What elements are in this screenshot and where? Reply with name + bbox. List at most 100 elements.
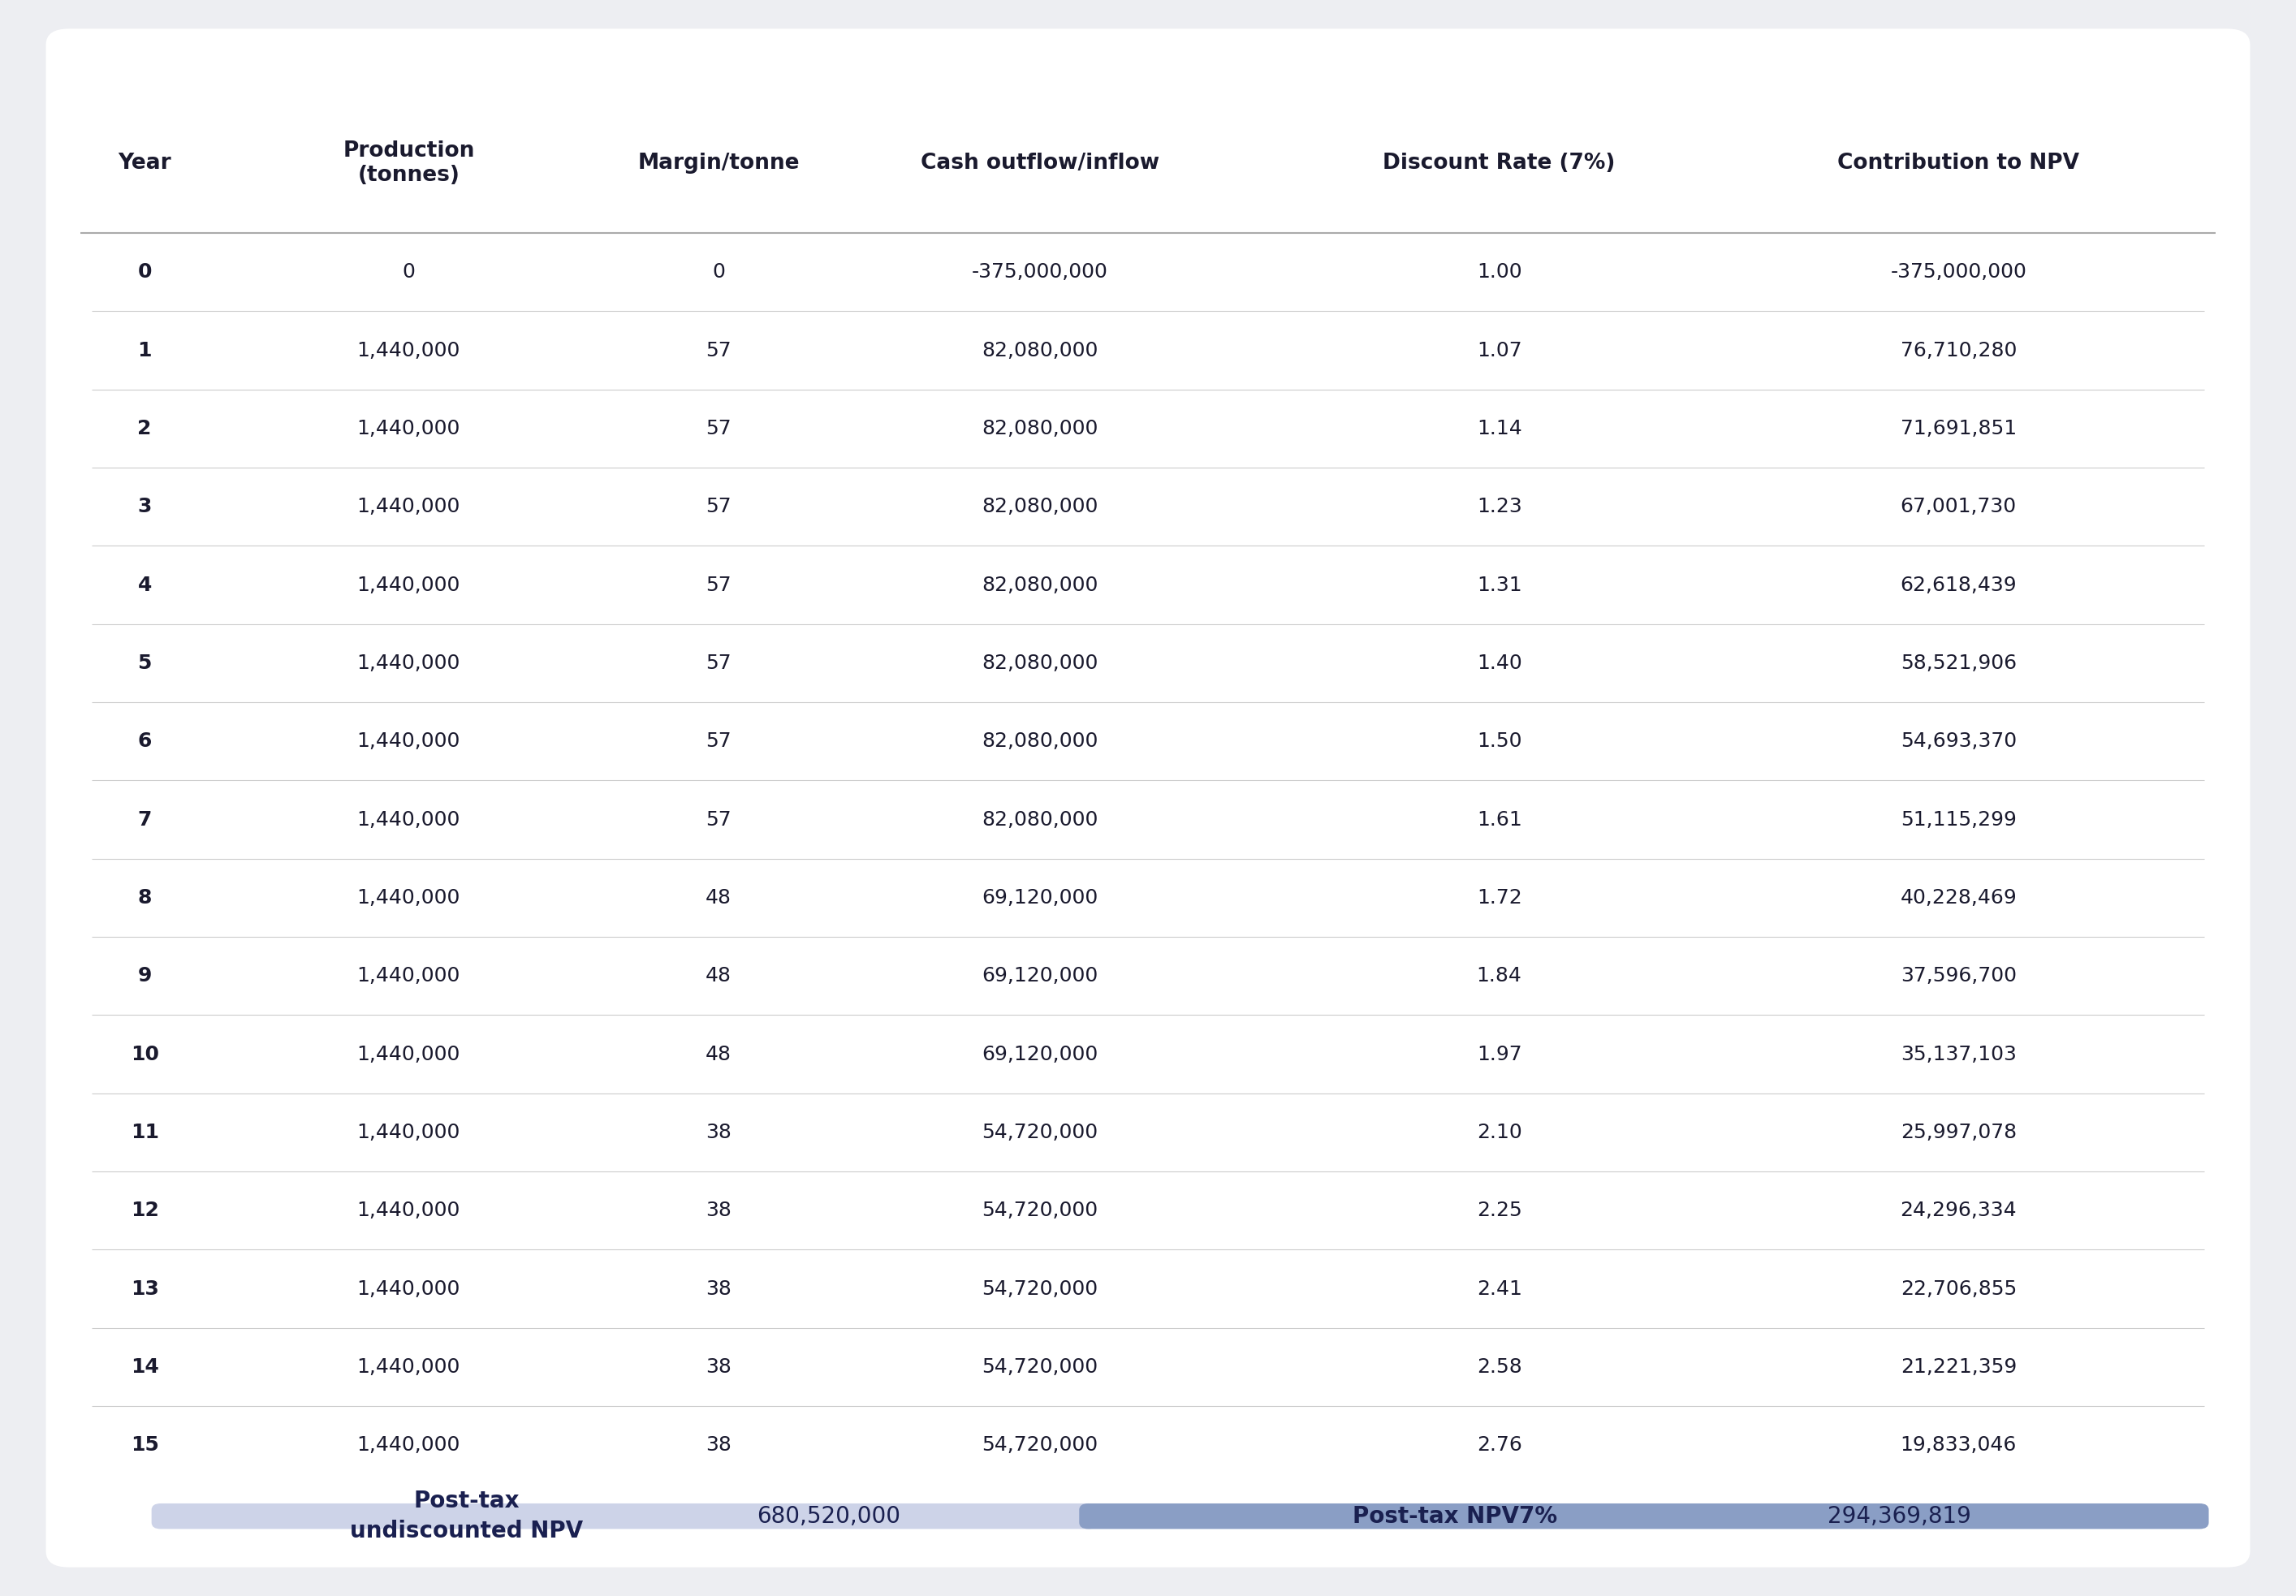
Text: 1.23: 1.23	[1476, 496, 1522, 517]
Text: 1,440,000: 1,440,000	[356, 1357, 461, 1377]
Text: 1,440,000: 1,440,000	[356, 809, 461, 830]
Text: 82,080,000: 82,080,000	[983, 653, 1097, 674]
Text: -375,000,000: -375,000,000	[1890, 262, 2027, 282]
Text: 9: 9	[138, 966, 152, 986]
Text: 0: 0	[138, 262, 152, 282]
Text: 38: 38	[705, 1200, 732, 1221]
Text: 69,120,000: 69,120,000	[983, 887, 1097, 908]
Text: 21,221,359: 21,221,359	[1901, 1357, 2016, 1377]
Text: Post-tax
undiscounted NPV: Post-tax undiscounted NPV	[351, 1491, 583, 1542]
Text: 57: 57	[705, 731, 732, 752]
Text: 1,440,000: 1,440,000	[356, 1435, 461, 1456]
Text: 0: 0	[402, 262, 416, 282]
Text: 1,440,000: 1,440,000	[356, 1122, 461, 1143]
Text: 76,710,280: 76,710,280	[1901, 340, 2016, 361]
Text: 1.40: 1.40	[1476, 653, 1522, 674]
Text: 57: 57	[705, 653, 732, 674]
Text: 82,080,000: 82,080,000	[983, 340, 1097, 361]
Text: 1,440,000: 1,440,000	[356, 1044, 461, 1065]
Text: 1.72: 1.72	[1476, 887, 1522, 908]
FancyBboxPatch shape	[1079, 1503, 2209, 1529]
Text: Margin/tonne: Margin/tonne	[638, 152, 799, 174]
Text: Production
(tonnes): Production (tonnes)	[342, 140, 475, 185]
Text: 1,440,000: 1,440,000	[356, 731, 461, 752]
Text: 38: 38	[705, 1122, 732, 1143]
Text: 22,706,855: 22,706,855	[1901, 1278, 2016, 1299]
Text: 24,296,334: 24,296,334	[1901, 1200, 2016, 1221]
Text: 1.14: 1.14	[1476, 418, 1522, 439]
Text: 57: 57	[705, 809, 732, 830]
Text: 2.10: 2.10	[1476, 1122, 1522, 1143]
Text: 1,440,000: 1,440,000	[356, 1278, 461, 1299]
Text: 1,440,000: 1,440,000	[356, 887, 461, 908]
Text: 1.07: 1.07	[1476, 340, 1522, 361]
Text: 1,440,000: 1,440,000	[356, 340, 461, 361]
Text: 57: 57	[705, 418, 732, 439]
Text: 62,618,439: 62,618,439	[1901, 575, 2016, 595]
Text: 1: 1	[138, 340, 152, 361]
Text: 54,693,370: 54,693,370	[1901, 731, 2016, 752]
Text: 57: 57	[705, 340, 732, 361]
Text: 82,080,000: 82,080,000	[983, 731, 1097, 752]
Text: 35,137,103: 35,137,103	[1901, 1044, 2016, 1065]
Text: 57: 57	[705, 575, 732, 595]
Text: 1,440,000: 1,440,000	[356, 653, 461, 674]
Text: -375,000,000: -375,000,000	[971, 262, 1109, 282]
Text: 37,596,700: 37,596,700	[1901, 966, 2016, 986]
Text: 6: 6	[138, 731, 152, 752]
Text: 25,997,078: 25,997,078	[1901, 1122, 2016, 1143]
Text: 5: 5	[138, 653, 152, 674]
Text: 0: 0	[712, 262, 726, 282]
Text: 13: 13	[131, 1278, 158, 1299]
Text: 19,833,046: 19,833,046	[1901, 1435, 2016, 1456]
Text: 38: 38	[705, 1357, 732, 1377]
Text: 82,080,000: 82,080,000	[983, 809, 1097, 830]
Text: Discount Rate (7%): Discount Rate (7%)	[1382, 152, 1616, 174]
Text: 1.50: 1.50	[1476, 731, 1522, 752]
Text: 54,720,000: 54,720,000	[983, 1435, 1097, 1456]
Text: 40,228,469: 40,228,469	[1901, 887, 2016, 908]
Text: 67,001,730: 67,001,730	[1901, 496, 2016, 517]
Text: 51,115,299: 51,115,299	[1901, 809, 2016, 830]
Text: 58,521,906: 58,521,906	[1901, 653, 2016, 674]
Text: 1,440,000: 1,440,000	[356, 575, 461, 595]
Text: 48: 48	[705, 1044, 732, 1065]
Text: 1,440,000: 1,440,000	[356, 1200, 461, 1221]
Text: 54,720,000: 54,720,000	[983, 1278, 1097, 1299]
Text: 2.76: 2.76	[1476, 1435, 1522, 1456]
Text: Year: Year	[117, 152, 172, 174]
Text: 38: 38	[705, 1435, 732, 1456]
Text: 1.00: 1.00	[1476, 262, 1522, 282]
Text: 4: 4	[138, 575, 152, 595]
Text: 48: 48	[705, 887, 732, 908]
FancyBboxPatch shape	[152, 1503, 1097, 1529]
Text: 294,369,819: 294,369,819	[1828, 1505, 1972, 1527]
Text: 12: 12	[131, 1200, 158, 1221]
Text: 1,440,000: 1,440,000	[356, 418, 461, 439]
Text: 8: 8	[138, 887, 152, 908]
Text: 82,080,000: 82,080,000	[983, 418, 1097, 439]
Text: 3: 3	[138, 496, 152, 517]
Text: Post-tax NPV7%: Post-tax NPV7%	[1352, 1505, 1557, 1527]
Text: 38: 38	[705, 1278, 732, 1299]
Text: 1,440,000: 1,440,000	[356, 966, 461, 986]
Text: 48: 48	[705, 966, 732, 986]
Text: 54,720,000: 54,720,000	[983, 1122, 1097, 1143]
Text: 2.25: 2.25	[1476, 1200, 1522, 1221]
Text: 10: 10	[131, 1044, 158, 1065]
Text: 11: 11	[131, 1122, 158, 1143]
Text: 82,080,000: 82,080,000	[983, 575, 1097, 595]
Text: Cash outflow/inflow: Cash outflow/inflow	[921, 152, 1159, 174]
Text: 2.58: 2.58	[1476, 1357, 1522, 1377]
Text: 2.41: 2.41	[1476, 1278, 1522, 1299]
Text: 1.31: 1.31	[1476, 575, 1522, 595]
Text: 15: 15	[131, 1435, 158, 1456]
Text: 680,520,000: 680,520,000	[758, 1505, 900, 1527]
Text: 71,691,851: 71,691,851	[1901, 418, 2016, 439]
Text: 57: 57	[705, 496, 732, 517]
FancyBboxPatch shape	[46, 29, 2250, 1567]
Text: 2: 2	[138, 418, 152, 439]
Text: 82,080,000: 82,080,000	[983, 496, 1097, 517]
Text: 69,120,000: 69,120,000	[983, 1044, 1097, 1065]
Text: 54,720,000: 54,720,000	[983, 1200, 1097, 1221]
